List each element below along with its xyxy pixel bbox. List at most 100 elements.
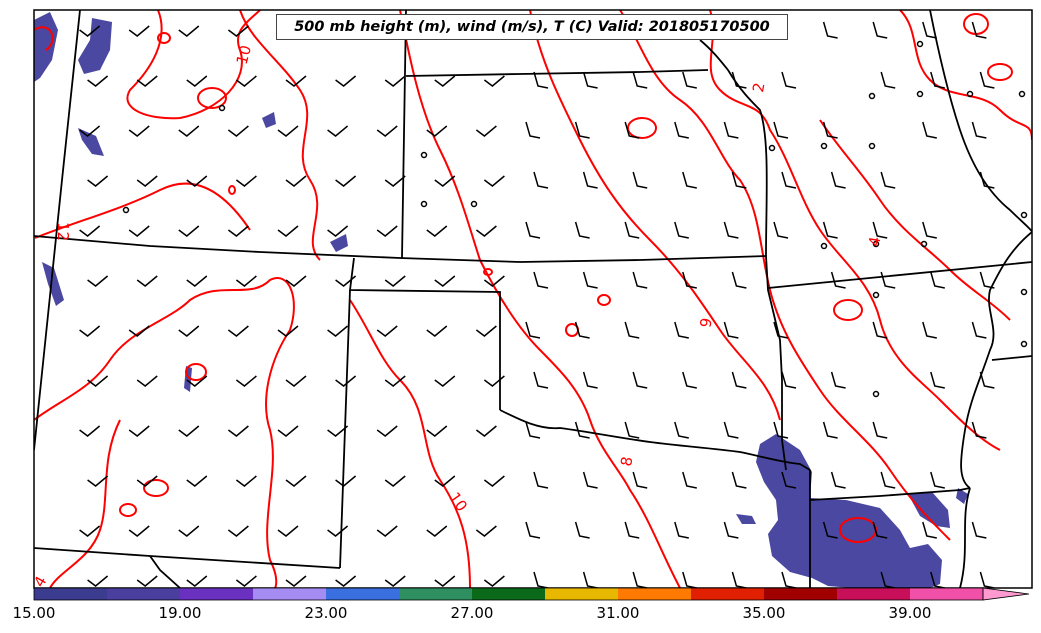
wind-barb <box>186 475 208 487</box>
wind-barb <box>87 475 109 487</box>
wind-barb <box>483 475 505 487</box>
border-line <box>699 39 768 257</box>
wind-barb <box>277 425 299 437</box>
wind-barb <box>773 221 789 239</box>
wind-barb <box>178 425 200 437</box>
wind-barb <box>930 471 945 489</box>
contour-loop <box>197 87 227 109</box>
wind-barb <box>632 371 648 389</box>
wind-barb <box>426 125 448 137</box>
wind-barb <box>872 421 888 439</box>
colorbar-tick: 39.00 <box>888 604 932 622</box>
wind-barb <box>971 521 987 539</box>
wind-barb <box>723 521 739 539</box>
wind-barb <box>582 371 598 389</box>
wind-barb <box>79 425 101 437</box>
contour-loop <box>119 503 137 517</box>
wind-barb <box>79 325 101 337</box>
wind-barb <box>632 71 648 89</box>
calm-marker <box>872 240 880 248</box>
wind-barb <box>475 425 497 437</box>
wind-barb <box>781 171 797 189</box>
wind-barb <box>533 71 549 89</box>
contour-line <box>899 10 1032 141</box>
wind-barb <box>830 471 846 489</box>
wind-barb <box>186 75 208 87</box>
wind-barb <box>682 471 697 489</box>
wind-barb <box>227 225 249 237</box>
wind-barb <box>674 121 689 139</box>
wind-barb <box>426 325 448 337</box>
calm-marker <box>868 92 876 100</box>
colorbar-segment <box>837 588 911 600</box>
calm-marker <box>966 90 974 98</box>
wind-barb <box>781 571 797 588</box>
wind-barb <box>285 175 307 187</box>
contour-label: 4 <box>865 235 884 248</box>
calm-marker <box>920 240 928 248</box>
contour-label: 2 <box>749 81 768 94</box>
map-title: 500 mb height (m), wind (m/s), T (C) Val… <box>276 14 788 40</box>
wind-barb <box>376 525 398 537</box>
border-line <box>339 289 351 569</box>
wind-barb <box>880 271 896 289</box>
contour-label: 10 <box>233 43 255 66</box>
contour-line <box>349 299 471 588</box>
contour-label-group: 10 12 10 2 4 4 6 8 <box>34 43 884 588</box>
wind-barb <box>880 471 896 489</box>
contour-line <box>49 419 121 588</box>
wind-barb <box>525 321 541 339</box>
colorbar <box>33 587 1030 601</box>
wind-barb <box>674 521 689 539</box>
wind-barb <box>136 575 158 587</box>
wind-barbs <box>79 21 995 588</box>
wind-barb <box>178 325 200 337</box>
wind-barb <box>674 421 689 439</box>
temperature-contours <box>34 10 1032 588</box>
border-line <box>959 487 971 588</box>
wind-barb <box>682 371 697 389</box>
shade-area-small-2 <box>42 262 64 306</box>
wind-barb <box>773 321 789 339</box>
calm-marker <box>470 200 478 208</box>
wind-barb <box>186 575 208 587</box>
colorbar-segment <box>691 588 765 600</box>
wind-barb <box>475 225 497 237</box>
wind-barb <box>723 321 739 339</box>
wind-barb <box>87 75 109 87</box>
contour-label: 6 <box>696 316 715 329</box>
border-line <box>401 10 407 259</box>
wind-barb <box>922 21 937 39</box>
wind-barb <box>773 421 789 439</box>
border-line <box>34 10 81 451</box>
calm-marker <box>820 242 828 250</box>
contour-line <box>34 182 251 239</box>
wind-barb <box>731 471 747 489</box>
wind-barb <box>682 271 697 289</box>
wind-barb <box>434 475 456 487</box>
wind-barb <box>434 275 456 287</box>
wind-barb <box>971 21 987 39</box>
wind-barb <box>872 221 888 239</box>
contour-loop <box>483 268 493 276</box>
colorbar-segment <box>910 588 984 600</box>
wind-barb <box>624 421 640 439</box>
border-line <box>405 69 709 77</box>
colorbar-tick: 15.00 <box>12 604 56 622</box>
wind-barb <box>872 521 888 539</box>
contour-label: 8 <box>617 455 636 468</box>
wind-barb <box>79 25 101 37</box>
border-line <box>149 555 181 588</box>
wind-barb <box>872 321 888 339</box>
wind-barb <box>971 321 987 339</box>
wind-barb <box>87 175 109 187</box>
wind-barb <box>426 425 448 437</box>
wind-barb <box>327 225 349 237</box>
wind-barb <box>922 221 937 239</box>
wind-barb <box>781 471 797 489</box>
wind-barb <box>475 125 497 137</box>
wind-barb <box>483 375 505 387</box>
colorbar-segment <box>399 588 473 600</box>
wind-barb <box>483 175 505 187</box>
wind-barb <box>426 225 448 237</box>
